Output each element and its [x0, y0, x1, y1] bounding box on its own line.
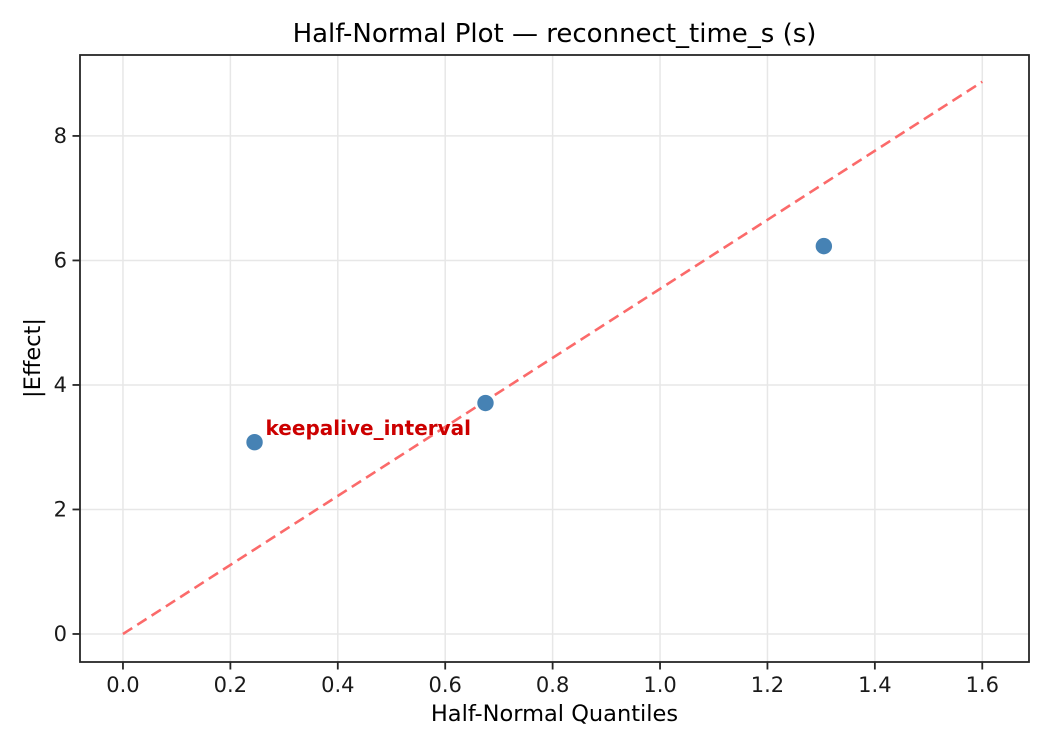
y-tick-label: 4: [54, 373, 67, 397]
x-tick-label: 1.0: [643, 673, 676, 697]
x-tick-label: 0.8: [536, 673, 569, 697]
x-tick-label: 0.4: [321, 673, 354, 697]
scatter-point: [815, 237, 833, 255]
x-tick-label: 0.0: [106, 673, 139, 697]
x-tick-label: 1.2: [751, 673, 784, 697]
annotation-keepalive-interval: keepalive_interval: [265, 416, 472, 441]
axes-frame: [79, 54, 1030, 663]
y-tick-label: 6: [54, 248, 67, 272]
scatter-point: [246, 434, 263, 451]
x-tick-label: 1.6: [966, 673, 999, 697]
y-tick-label: 8: [54, 124, 67, 148]
chart-title: Half-Normal Plot — reconnect_time_s (s): [292, 19, 817, 49]
x-tick-label: 0.2: [214, 673, 247, 697]
x-tick-label: 0.6: [429, 673, 462, 697]
x-tick-label: 1.4: [858, 673, 891, 697]
scatter-point: [477, 394, 494, 412]
x-axis-label: Half-Normal Quantiles: [430, 701, 679, 727]
y-tick-label: 0: [54, 622, 67, 646]
y-axis-label: |Effect|: [20, 318, 46, 398]
y-tick-label: 2: [54, 497, 67, 521]
reference-line: [122, 80, 983, 636]
